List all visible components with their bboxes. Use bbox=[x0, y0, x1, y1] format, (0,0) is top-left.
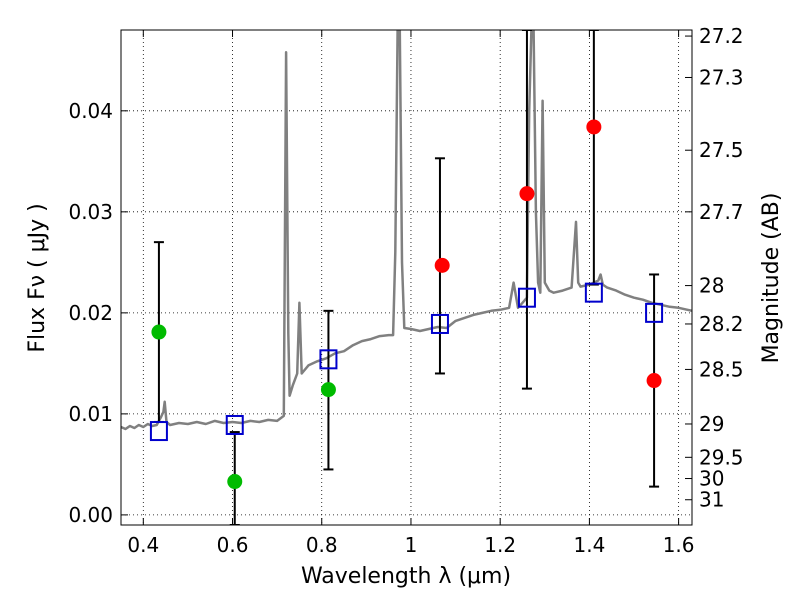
model-square-3 bbox=[430, 313, 449, 334]
detections-point-0 bbox=[434, 257, 450, 273]
x-tick-label-3: 1 bbox=[405, 533, 418, 557]
plot-frame bbox=[120, 29, 693, 526]
right-tick-label-0: 27.2 bbox=[699, 24, 744, 48]
model-square-6 bbox=[645, 302, 664, 323]
model-square-2 bbox=[319, 349, 338, 370]
detections-point-3 bbox=[646, 373, 662, 389]
x-tick-label-1: 0.6 bbox=[217, 533, 249, 557]
spectrum-series bbox=[121, 30, 692, 431]
model-square-0 bbox=[149, 421, 168, 442]
non-detections-point-1 bbox=[227, 474, 243, 490]
x-tick-label-6: 1.6 bbox=[663, 533, 695, 557]
x-axis: 0.4 0.6 0.8 1 1.2 1.4 1.6 bbox=[127, 30, 695, 557]
right-tick-label-5: 28.2 bbox=[699, 312, 744, 336]
y-tick-label-4: 0.04 bbox=[68, 99, 113, 123]
right-tick-label-1: 27.3 bbox=[699, 65, 744, 89]
right-tick-label-6: 28.5 bbox=[699, 357, 744, 381]
right-tick-label-8: 29.5 bbox=[699, 445, 744, 469]
right-tick-label-10: 31 bbox=[699, 488, 724, 512]
y-tick-label-2: 0.02 bbox=[68, 301, 113, 325]
right-tick-label-9: 30 bbox=[699, 467, 724, 491]
y-axis-left: 0.00 0.01 0.02 0.03 0.04 bbox=[68, 99, 128, 527]
right-tick-label-3: 27.7 bbox=[699, 200, 744, 224]
right-tick-label-4: 28 bbox=[699, 274, 724, 298]
y-axis-label: Flux Fν ( μJy ) bbox=[25, 203, 50, 352]
detections-point-1 bbox=[519, 186, 535, 202]
x-tick-label-2: 0.8 bbox=[306, 533, 338, 557]
x-tick-label-5: 1.4 bbox=[573, 533, 605, 557]
grid-lines bbox=[121, 30, 692, 525]
y-tick-label-1: 0.01 bbox=[68, 402, 113, 426]
spectrum-line bbox=[121, 30, 692, 431]
right-tick-label-7: 29 bbox=[699, 412, 724, 436]
y-tick-label-0: 0.00 bbox=[68, 503, 113, 527]
model-photometry-series bbox=[149, 282, 664, 442]
detections-point-2 bbox=[586, 119, 602, 135]
error-bars bbox=[153, 30, 660, 525]
y-axis-right-label: Magnitude (AB) bbox=[759, 193, 784, 364]
right-tick-label-2: 27.5 bbox=[699, 138, 744, 162]
model-square-5 bbox=[584, 282, 603, 303]
observed-photometry-series bbox=[151, 119, 662, 490]
x-tick-label-4: 1.2 bbox=[484, 533, 516, 557]
y-tick-label-3: 0.03 bbox=[68, 200, 113, 224]
non-detections-point-2 bbox=[320, 382, 336, 398]
non-detections-point-0 bbox=[151, 324, 167, 340]
model-square-4 bbox=[517, 287, 536, 308]
model-square-1 bbox=[225, 414, 244, 435]
x-tick-label-0: 0.4 bbox=[127, 533, 159, 557]
x-axis-label: Wavelength λ (μm) bbox=[301, 564, 511, 589]
